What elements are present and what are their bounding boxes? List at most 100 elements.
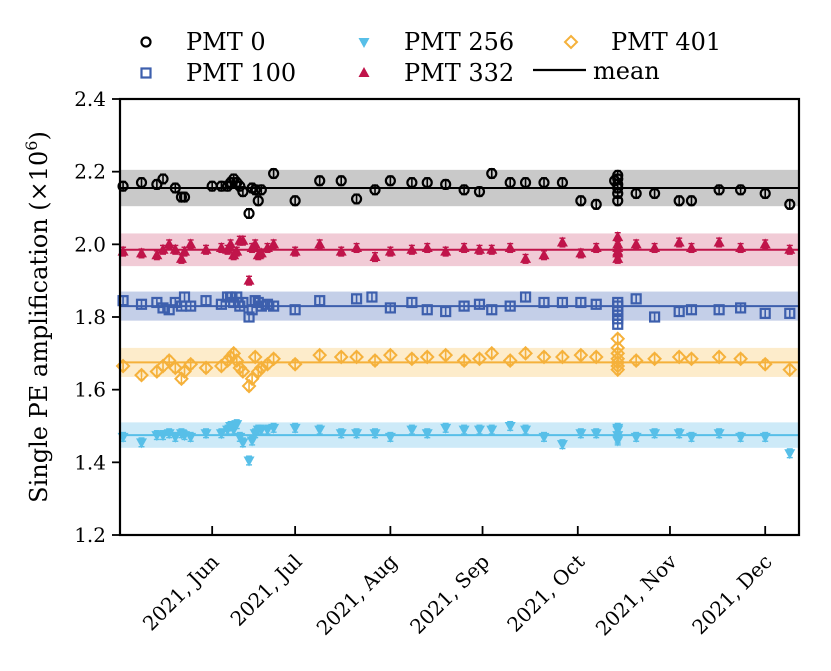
pmt-100-point [215, 298, 227, 310]
pmt-0-point [685, 195, 698, 207]
pmt-256-point [759, 432, 771, 443]
pmt-401-point [226, 345, 242, 361]
pmt-100-point [556, 296, 569, 309]
pmt-256-point [421, 429, 433, 440]
pmt-100-point [458, 300, 470, 312]
pmt-256-point [630, 432, 642, 443]
pmt-0-point [538, 176, 550, 189]
y-tick-label: 1.4 [74, 450, 106, 474]
pmt-401-point [684, 351, 699, 367]
pmt-0-point [178, 191, 191, 203]
y-tick-label: 2.2 [74, 160, 106, 184]
pmt-0-point [255, 184, 267, 196]
pmt-401-point [782, 362, 798, 378]
pmt-401-point [333, 349, 349, 365]
pmt-100-point [384, 302, 396, 314]
pmt-100-point [648, 311, 661, 323]
pmt-0-point [335, 175, 347, 187]
pmt-401-point [367, 353, 383, 369]
x-tick-label: 2021, Jul [225, 550, 306, 631]
pmt-100-point [261, 298, 274, 310]
pmt-256-point [185, 432, 197, 443]
pmt-100-point [406, 296, 418, 309]
pmt-0-point [135, 176, 148, 189]
pmt-0-point [473, 186, 486, 198]
y-tick-label: 1.6 [74, 378, 106, 402]
pmt-332-point [473, 243, 485, 254]
pmt-332-point [215, 241, 227, 252]
pmt-0-point [735, 184, 747, 196]
pmt-0-point [314, 175, 326, 187]
pmt-401-point [134, 367, 149, 383]
pmt-100-point [117, 295, 129, 307]
pmt-0-point [713, 184, 725, 196]
pmt-100-point [366, 291, 378, 303]
pmt-256-point [243, 456, 255, 467]
pmt-401-point [382, 347, 398, 363]
pmt-401-point [671, 349, 687, 365]
pmt-100-point [473, 298, 486, 310]
pmt-100-point [237, 296, 249, 309]
pmt-332-point [268, 238, 280, 249]
x-tick-label: 2021, Sep [405, 550, 494, 639]
pmt-256-point [369, 429, 381, 440]
pmt-256-point [556, 440, 568, 451]
pmt-256-point [590, 429, 602, 440]
pmt-0-point [486, 167, 498, 180]
pmt-401-point [628, 353, 644, 369]
pmt-401-point [198, 360, 214, 376]
pmt-401-point [472, 351, 487, 367]
pmt-332-point [538, 249, 550, 260]
pmt-0-point [249, 184, 261, 196]
pmt-256-point [538, 432, 550, 443]
y-axis-label-exponent: 6 [22, 141, 41, 151]
pmt-332-point [231, 245, 243, 256]
pmt-256-point [335, 429, 347, 440]
pmt-0-point [784, 198, 796, 210]
pmt-401-point [419, 349, 435, 365]
pmt-401-point [250, 364, 266, 379]
pmt-0-point [673, 195, 685, 207]
pmt-256-point [163, 429, 175, 440]
pmt-332-point [713, 236, 725, 247]
pmt-0-point [575, 195, 587, 207]
pmt-332-point [169, 243, 181, 254]
pmt-0-point [648, 187, 661, 200]
pmt-401-point [438, 347, 454, 363]
pmt-332-point [185, 238, 197, 249]
pmt-256-point [504, 422, 516, 432]
pmt-256-point [673, 429, 685, 440]
x-tick-label: 2021, Nov [591, 549, 682, 640]
pmt-256-point [685, 432, 697, 443]
pmt-332-point [163, 238, 175, 249]
pmt-332-point [369, 251, 381, 262]
legend-marker-pmt-100 [140, 67, 152, 79]
pmt-0-point [169, 182, 181, 194]
x-tick-label: 2021, Aug [312, 549, 402, 639]
pmt-100-point [735, 302, 747, 314]
pmt-0-series [117, 167, 796, 220]
pmt-256-point [268, 423, 280, 434]
pmt-256-point [440, 423, 452, 434]
pmt-100-point [759, 307, 771, 319]
pmt-332-point [673, 236, 685, 247]
y-axis: 1.2 1.4 1.6 1.8 2.0 2.2 2.4 [74, 87, 120, 547]
pmt-401-series [115, 331, 798, 394]
x-axis: 2021, Jun 2021, Jul 2021, Aug 2021, Sep 2021… [138, 526, 777, 640]
pmt-100-point [630, 293, 642, 305]
pmt-332-point [556, 236, 568, 247]
pmt-0-point [504, 176, 516, 189]
pmt-401-point [555, 349, 570, 365]
pmt-0-point [630, 187, 642, 200]
legend-label-pmt-256: PMT 256 [404, 28, 514, 56]
legend-item-pmt-401: PMT 401 [563, 28, 721, 56]
pmt-401-point [588, 349, 604, 365]
pmt-332-point [612, 231, 624, 242]
pmt-332-point [200, 243, 212, 254]
pmt-332-point [735, 241, 747, 252]
pmt-100-point [314, 295, 326, 307]
pmt-0-point [384, 175, 396, 187]
legend-item-pmt-0: PMT 0 [140, 28, 266, 56]
pmt-401-point [733, 351, 749, 367]
pmt-332-series [117, 231, 796, 286]
